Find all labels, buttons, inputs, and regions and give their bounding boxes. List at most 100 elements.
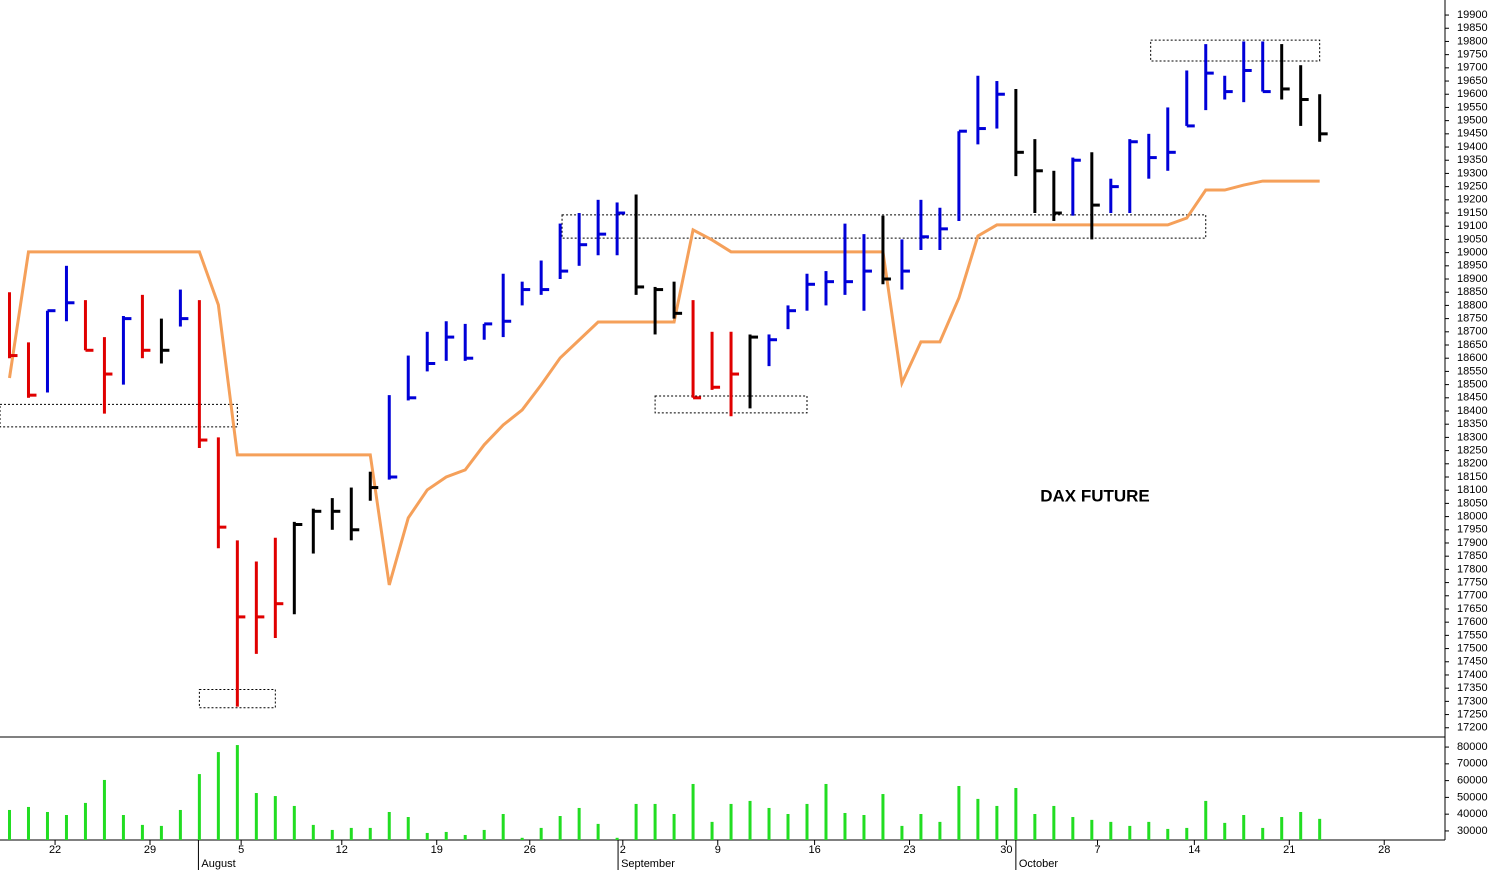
- volume-bar: [1242, 815, 1246, 840]
- volume-bar: [995, 805, 999, 840]
- y-tick-label: 19000: [1457, 247, 1488, 259]
- y-tick-label: 17200: [1457, 722, 1488, 734]
- volume-bar: [672, 813, 676, 840]
- volume-bar: [729, 803, 733, 840]
- volume-bar: [311, 824, 315, 840]
- volume-bar: [919, 813, 923, 840]
- y-tick-label: 18850: [1457, 286, 1488, 298]
- volume-bar: [254, 793, 258, 840]
- y-tick-label: 19050: [1457, 233, 1488, 245]
- y-tick-label: 17550: [1457, 629, 1488, 641]
- y-tick-label: 17300: [1457, 695, 1488, 707]
- volume-bar: [1280, 817, 1284, 840]
- volume-bar: [786, 813, 790, 840]
- volume-bar: [558, 816, 562, 840]
- volume-bar: [824, 783, 828, 840]
- y-tick-label: 18250: [1457, 445, 1488, 457]
- volume-bar: [1223, 822, 1227, 840]
- y-tick-label: 19600: [1457, 88, 1488, 100]
- x-tick-label: 19: [431, 844, 443, 856]
- y-tick-label: 19900: [1457, 9, 1488, 21]
- y-tick-label: 17350: [1457, 682, 1488, 694]
- y-tick-label: 18700: [1457, 326, 1488, 338]
- volume-bar: [387, 811, 391, 840]
- volume-bar: [900, 825, 904, 840]
- volume-bar: [26, 806, 30, 840]
- volume-bar: [1090, 819, 1094, 840]
- volume-bar: [425, 832, 429, 840]
- y-tick-label: 17900: [1457, 537, 1488, 549]
- y-tick-label: 18950: [1457, 260, 1488, 272]
- volume-bar: [159, 825, 163, 840]
- x-tick-label: 21: [1283, 844, 1295, 856]
- volume-bar: [1128, 825, 1132, 840]
- chart-title: DAX FUTURE: [1040, 486, 1150, 505]
- x-tick-label: 12: [336, 844, 348, 856]
- volume-bar: [501, 813, 505, 840]
- y-tick-label: 17250: [1457, 708, 1488, 720]
- volume-bar: [691, 783, 695, 840]
- y-tick-label: 19350: [1457, 154, 1488, 166]
- volume-bar: [1014, 787, 1018, 840]
- volume-bar: [957, 785, 961, 840]
- y-tick-label: 18350: [1457, 418, 1488, 430]
- volume-bar: [463, 834, 467, 840]
- volume-bar: [843, 812, 847, 840]
- volume-bar: [1185, 827, 1189, 840]
- y-tick-label: 18800: [1457, 299, 1488, 311]
- y-tick-label: 18900: [1457, 273, 1488, 285]
- volume-bar: [1299, 811, 1303, 840]
- volume-bar: [862, 815, 866, 840]
- y-tick-label: 19300: [1457, 167, 1488, 179]
- y-tick-label: 18150: [1457, 471, 1488, 483]
- y-tick-label: 18300: [1457, 431, 1488, 443]
- volume-bar: [1052, 805, 1056, 840]
- y-tick-label: 17950: [1457, 524, 1488, 536]
- y-tick-label: 19500: [1457, 115, 1488, 127]
- volume-bar: [881, 794, 885, 840]
- x-tick-label: 2: [620, 844, 626, 856]
- volume-bar: [976, 798, 980, 840]
- volume-bar: [577, 807, 581, 840]
- volume-bar: [235, 745, 239, 840]
- month-label: August: [201, 858, 235, 870]
- y-tick-label: 70000: [1457, 758, 1488, 770]
- x-tick-label: 22: [49, 844, 61, 856]
- y-tick-label: 40000: [1457, 808, 1488, 820]
- volume-bar: [64, 815, 68, 840]
- y-tick-label: 19400: [1457, 141, 1488, 153]
- y-tick-label: 18000: [1457, 510, 1488, 522]
- y-tick-label: 18050: [1457, 497, 1488, 509]
- y-tick-label: 19450: [1457, 128, 1488, 140]
- x-tick-label: 7: [1094, 844, 1100, 856]
- y-tick-label: 18550: [1457, 365, 1488, 377]
- volume-bar: [292, 805, 296, 840]
- y-tick-label: 17750: [1457, 576, 1488, 588]
- volume-bar: [83, 802, 87, 840]
- y-tick-label: 18100: [1457, 484, 1488, 496]
- volume-bar: [1109, 821, 1113, 840]
- volume-bar: [1261, 827, 1265, 840]
- volume-bar: [330, 829, 334, 840]
- volume-bar: [7, 809, 11, 840]
- y-tick-label: 18200: [1457, 458, 1488, 470]
- month-label: October: [1019, 858, 1058, 870]
- y-tick-label: 19550: [1457, 101, 1488, 113]
- volume-bar: [273, 796, 277, 840]
- volume-bar: [102, 779, 106, 840]
- y-tick-label: 18400: [1457, 405, 1488, 417]
- y-tick-label: 19250: [1457, 181, 1488, 193]
- volume-bar: [1318, 818, 1322, 840]
- volume-bar: [653, 803, 657, 840]
- x-tick-label: 28: [1378, 844, 1390, 856]
- y-tick-label: 50000: [1457, 791, 1488, 803]
- x-tick-label: 9: [715, 844, 721, 856]
- volume-bar: [710, 821, 714, 840]
- x-tick-label: 26: [524, 844, 536, 856]
- volume-bar: [615, 837, 619, 840]
- stop-line: [8, 179, 1320, 586]
- volume-bar: [938, 821, 942, 840]
- volume-bar: [1166, 828, 1170, 840]
- y-tick-label: 17800: [1457, 563, 1488, 575]
